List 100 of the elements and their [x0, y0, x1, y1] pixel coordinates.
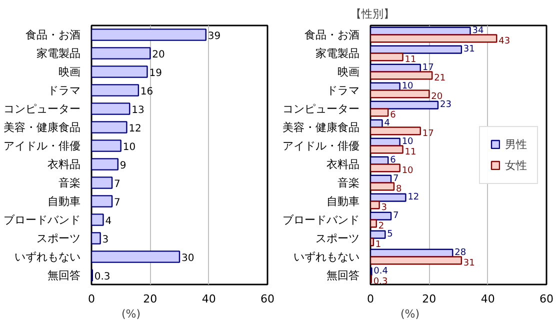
data-label: 5	[387, 230, 393, 240]
legend-label: 女性	[505, 158, 527, 172]
data-label: 3	[381, 202, 388, 213]
bar	[92, 176, 113, 189]
data-label: 10	[402, 137, 414, 148]
bar	[92, 84, 140, 96]
bar	[370, 182, 395, 191]
y-tick-label: 美容・健康食品	[282, 120, 360, 134]
data-label: 7	[393, 211, 399, 222]
data-label: 11	[404, 147, 416, 158]
data-label: 17	[422, 63, 434, 74]
bar	[370, 238, 374, 246]
bar	[370, 100, 439, 110]
y-tick-label: ドラマ	[326, 84, 360, 97]
data-label: 7	[114, 197, 120, 208]
x-tick-label: 20	[422, 292, 436, 306]
bar	[92, 195, 113, 208]
bar	[92, 250, 180, 263]
data-label: 16	[140, 86, 154, 98]
y-tick-label: 無回答	[326, 268, 360, 282]
data-label: 4	[105, 216, 112, 227]
data-label: 8	[396, 184, 402, 194]
chart-title: 【性別】	[350, 8, 394, 20]
y-tick-label: 家電製品	[316, 46, 360, 60]
y-tick-label: 映画	[338, 65, 360, 78]
bar	[92, 121, 128, 134]
y-tick-label: ブロードバンド	[282, 213, 360, 226]
data-label: 9	[120, 160, 126, 172]
y-tick-label: 自動車	[48, 194, 80, 208]
x-tick-label: 0	[88, 292, 95, 306]
text: (%)	[122, 308, 141, 320]
y-tick-label: 音楽	[58, 176, 80, 190]
data-label: 19	[149, 68, 162, 79]
data-label: 11	[404, 54, 416, 65]
y-tick-label: 映画	[58, 65, 80, 78]
data-label: 23	[440, 100, 452, 110]
y-tick-label: 自動車	[326, 194, 360, 208]
bar	[370, 193, 406, 202]
bar	[370, 200, 380, 210]
data-label: 2	[378, 221, 384, 232]
x-tick-label: 0	[367, 292, 374, 306]
data-label: 20	[152, 49, 165, 60]
y-tick-label: アイドル・俳優	[4, 139, 80, 152]
data-label: 43	[498, 36, 510, 46]
data-label: 34	[472, 26, 484, 36]
data-label: 31	[463, 44, 475, 55]
bar	[92, 102, 130, 115]
bar	[92, 28, 206, 41]
data-label: 10	[402, 82, 414, 92]
data-label: 6	[390, 156, 396, 166]
data-label: 7	[393, 174, 399, 184]
y-tick-label: ドラマ	[48, 84, 80, 97]
data-label: 12	[128, 123, 142, 134]
bar	[370, 71, 433, 80]
data-label: 10	[402, 166, 414, 176]
data-label: 10	[122, 142, 136, 153]
data-label: 28	[454, 248, 466, 258]
data-label: 7	[114, 178, 120, 190]
x-tick-label: 40	[480, 292, 495, 306]
data-label: 4	[384, 118, 390, 129]
data-label: 0.3	[94, 271, 110, 282]
y-tick-label: スポーツ	[36, 232, 80, 245]
bar	[370, 90, 430, 98]
bar	[92, 158, 118, 170]
y-tick-label: コンピューター	[4, 102, 80, 116]
y-tick-label: アイドル・俳優	[282, 139, 360, 152]
y-tick-label: 無回答	[48, 268, 80, 282]
bar	[92, 140, 122, 152]
bar	[370, 34, 498, 43]
y-tick-label: ブロードバンド	[4, 213, 80, 226]
bar	[92, 214, 104, 226]
y-tick-label: スポーツ	[316, 232, 360, 245]
x-tick-label: 60	[540, 292, 554, 306]
bar	[370, 126, 421, 136]
x-tick-label: 60	[260, 292, 274, 306]
y-tick-label: 音楽	[338, 176, 360, 190]
legend-label: 男性	[505, 136, 527, 152]
bar	[370, 164, 400, 172]
bar	[92, 66, 148, 78]
data-label: 17	[422, 128, 434, 139]
y-tick-label: 美容・健康食品	[4, 120, 80, 134]
data-label: 21	[434, 73, 446, 84]
data-label: 1	[375, 240, 382, 250]
data-label: 30	[182, 252, 194, 264]
text: (%)	[400, 308, 420, 320]
data-label: 3	[102, 234, 109, 246]
bar	[370, 256, 462, 265]
y-tick-label: 衣料品	[48, 158, 80, 171]
bar	[370, 219, 377, 228]
y-tick-label: コンピューター	[282, 102, 360, 116]
x-tick-label: 40	[202, 292, 216, 306]
y-tick-label: 食品・お酒	[26, 28, 80, 42]
bar	[370, 212, 392, 220]
y-tick-label: 家電製品	[36, 46, 80, 60]
bar	[370, 45, 462, 54]
y-tick-label: 衣料品	[326, 158, 360, 171]
data-label: 20	[431, 92, 443, 102]
bar	[370, 145, 404, 154]
x-tick-label: 20	[143, 292, 158, 306]
data-label: 6	[390, 110, 396, 120]
